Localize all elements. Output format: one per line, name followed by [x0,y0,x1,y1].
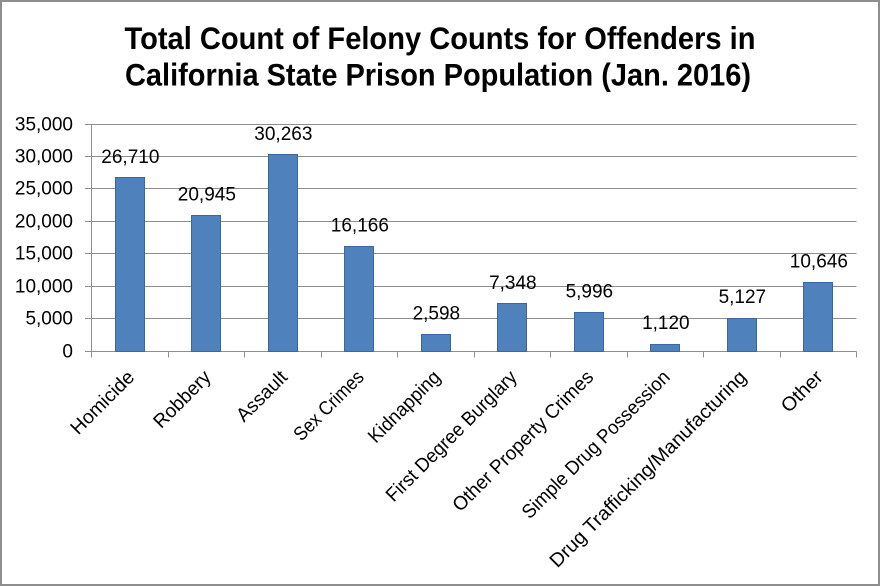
svg-text:15,000: 15,000 [15,243,73,264]
svg-text:1,120: 1,120 [642,313,690,334]
svg-text:7,348: 7,348 [489,273,537,294]
svg-text:California State Prison Popula: California State Prison Population (Jan.… [125,58,751,93]
svg-text:30,000: 30,000 [15,146,73,167]
svg-text:10,646: 10,646 [790,251,848,272]
svg-text:5,996: 5,996 [566,282,614,303]
svg-text:5,127: 5,127 [719,287,767,308]
svg-text:0: 0 [62,341,73,362]
svg-text:Total Count of Felony Counts f: Total Count of Felony Counts for Offende… [125,21,756,56]
svg-text:16,166: 16,166 [331,216,389,237]
svg-text:5,000: 5,000 [25,308,73,329]
svg-text:10,000: 10,000 [15,276,73,297]
svg-text:2,598: 2,598 [413,304,461,325]
svg-text:35,000: 35,000 [15,114,73,135]
svg-text:20,945: 20,945 [178,184,236,205]
svg-text:30,263: 30,263 [254,124,312,145]
svg-text:26,710: 26,710 [101,147,159,168]
svg-text:20,000: 20,000 [15,211,73,232]
svg-text:25,000: 25,000 [15,178,73,199]
